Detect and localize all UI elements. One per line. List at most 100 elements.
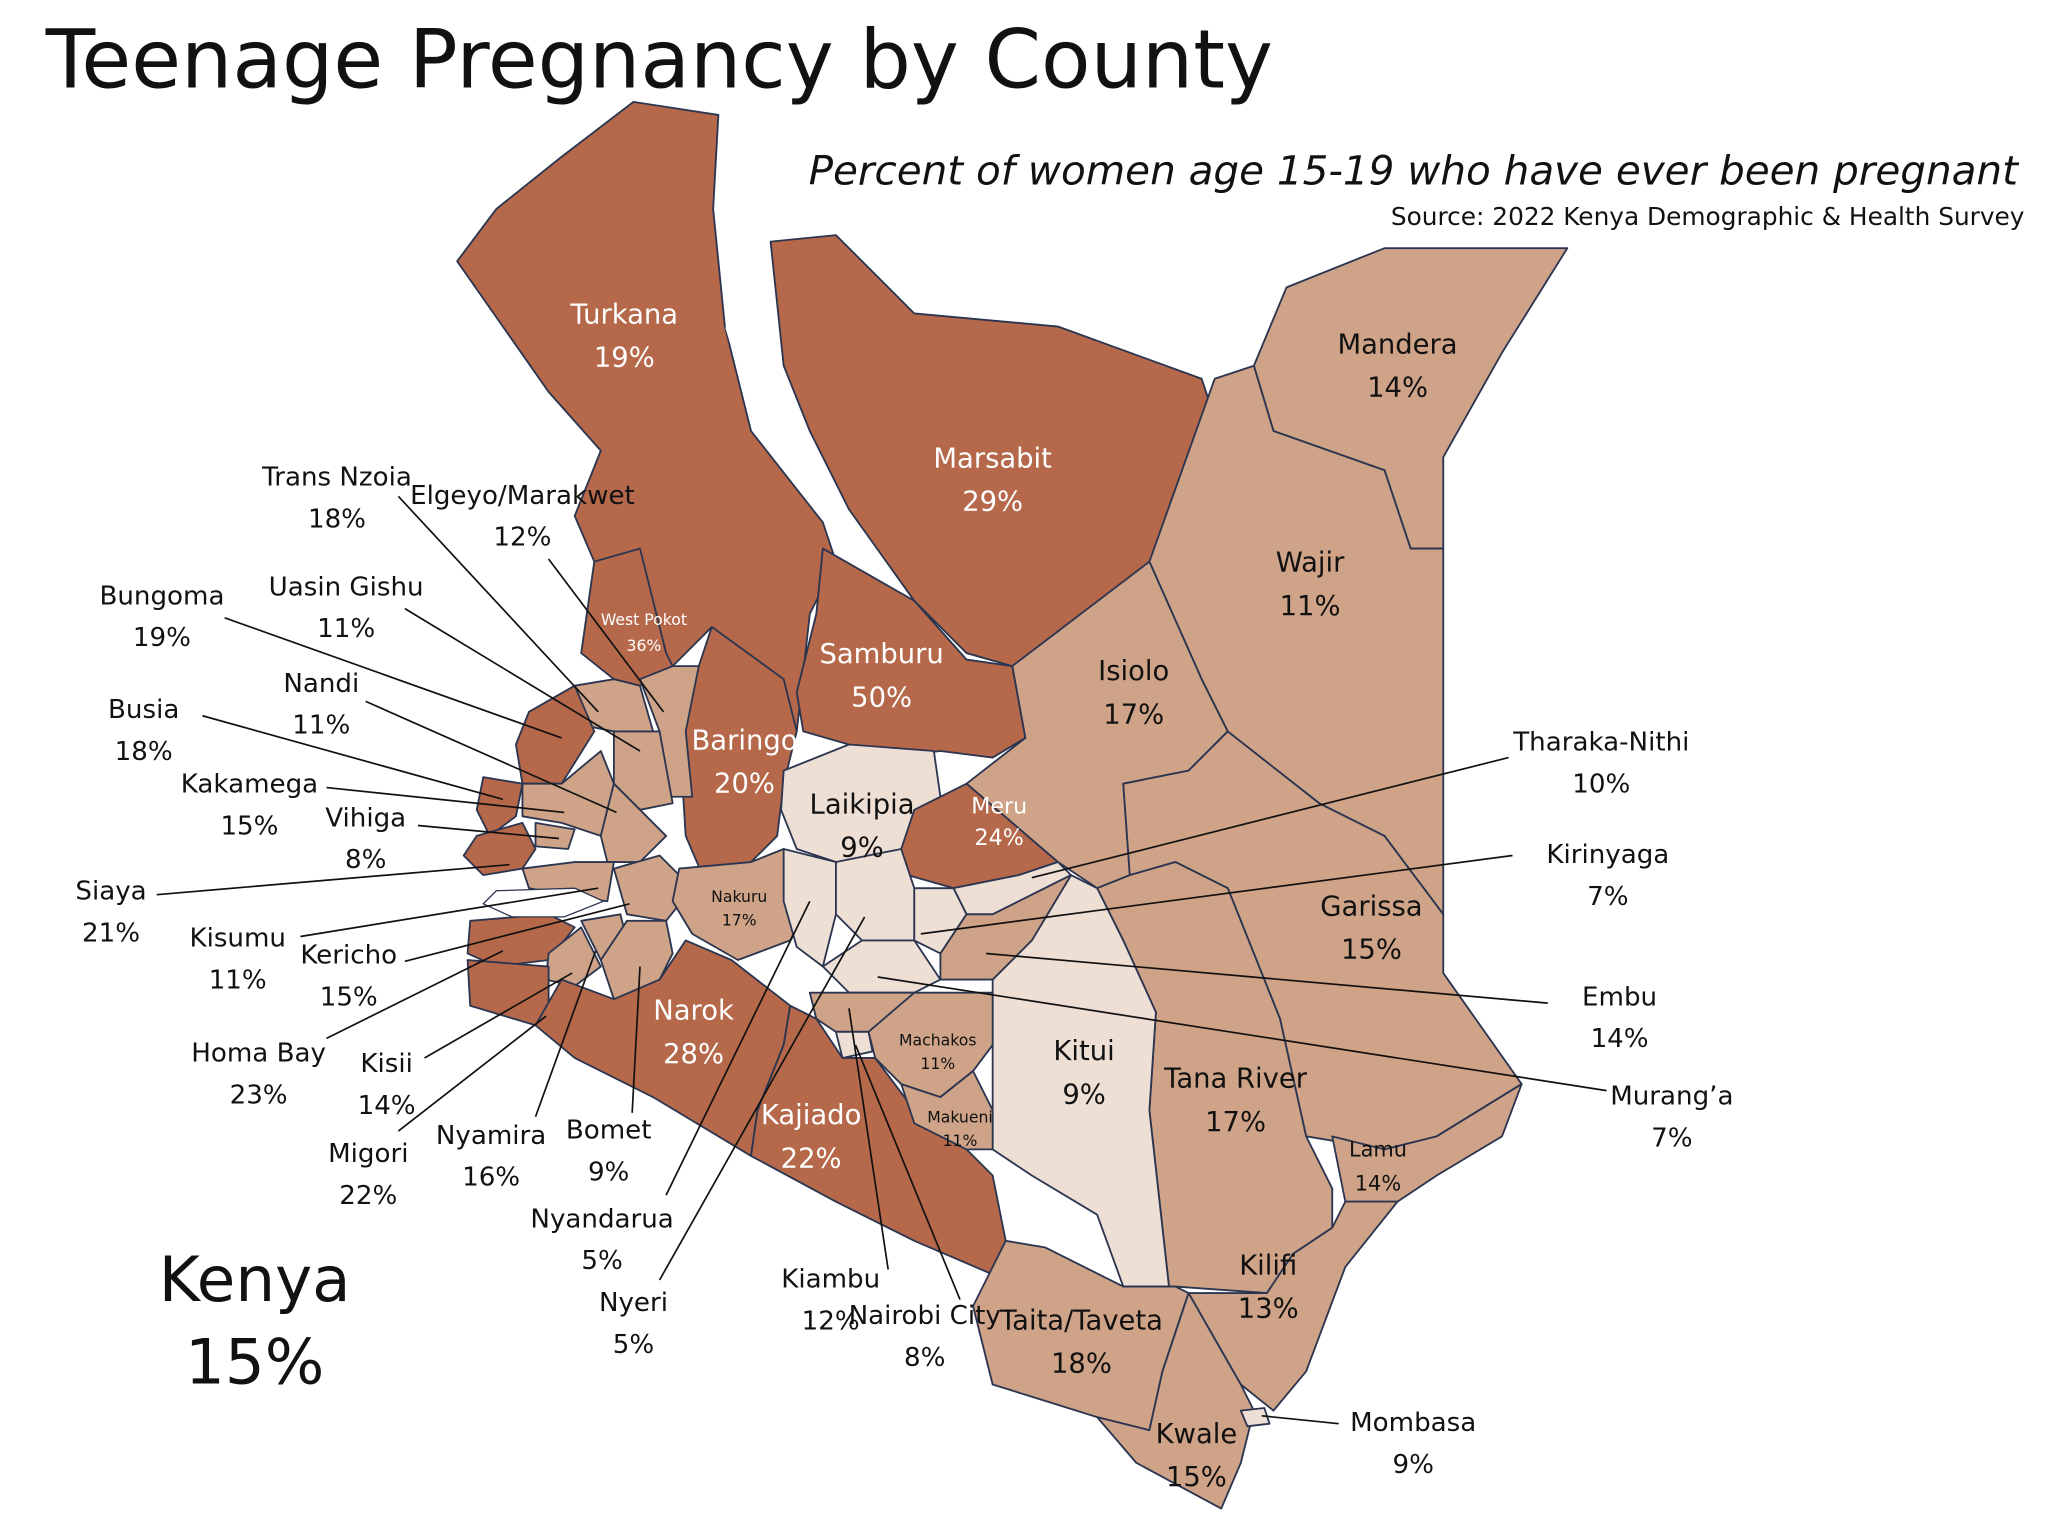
county-region — [475, 776, 524, 837]
leader-line — [156, 863, 510, 896]
county-region — [534, 821, 576, 850]
county-name: Embu — [1582, 982, 1657, 1012]
leader-line — [920, 854, 1513, 935]
county-value: 29% — [962, 486, 1023, 517]
leader-line — [547, 558, 665, 713]
leader-line — [877, 976, 1607, 1092]
county-name: Makueni — [927, 1108, 993, 1127]
source: Source: 2022 Kenya Demographic & Health … — [1391, 202, 2025, 231]
county-name: Uasin Gishu — [269, 572, 424, 602]
county-value: 15% — [1166, 1462, 1227, 1493]
county-value: 11% — [292, 711, 350, 741]
leader-line — [424, 972, 573, 1059]
leader-line — [224, 616, 562, 739]
county-region — [782, 848, 837, 968]
county-value: 11% — [943, 1131, 978, 1150]
title: Teenage Pregnancy by County — [45, 13, 1273, 107]
county-region — [991, 874, 1170, 1288]
label-layer: Turkana 19% Marsabit 29% Mandera 14% Wajir 11% I… — [75, 300, 1733, 1493]
county-name: Kwale — [1156, 1419, 1238, 1450]
county-name: Homa Bay — [191, 1039, 326, 1069]
county-value: 11% — [920, 1054, 955, 1073]
county-value: 15% — [220, 811, 278, 841]
county-name: Nyamira — [436, 1121, 546, 1151]
county-name: Elgeyo/Marakwet — [410, 481, 635, 511]
county-name: Kilifi — [1239, 1250, 1297, 1281]
county-name: Kisii — [360, 1049, 413, 1079]
county-value: 9% — [1062, 1079, 1105, 1110]
county-name: Bungoma — [99, 581, 224, 611]
county-value: 5% — [581, 1246, 622, 1276]
leader-line — [665, 900, 811, 1196]
county-name: Taita/Taveta — [999, 1305, 1163, 1336]
county-name: Migori — [328, 1139, 408, 1169]
county-region — [1187, 1200, 1399, 1412]
leader-line — [300, 887, 599, 938]
county-name: Kakamega — [181, 769, 318, 799]
county-value: 8% — [345, 845, 386, 875]
county-region — [1239, 1407, 1271, 1428]
leader-line — [854, 1044, 961, 1300]
county-name: Kitui — [1053, 1036, 1114, 1067]
county-value: 8% — [904, 1343, 945, 1373]
county-name: Narok — [653, 996, 734, 1027]
county-name: Trans Nzoia — [261, 463, 412, 493]
county-name: Machakos — [899, 1030, 976, 1049]
county-name: Lamu — [1349, 1138, 1407, 1162]
county-name: Meru — [971, 794, 1027, 820]
county-value: 10% — [1572, 769, 1630, 799]
county-name: Kisumu — [189, 924, 286, 954]
county-value: 14% — [1591, 1024, 1649, 1054]
county-value: 24% — [975, 825, 1024, 851]
county-region — [795, 547, 1027, 759]
county-value: 19% — [133, 623, 191, 653]
county-name: Nairobi City — [849, 1301, 1001, 1331]
county-value: 22% — [781, 1143, 842, 1174]
county-name: Baringo — [691, 725, 797, 756]
county-value: 5% — [613, 1330, 654, 1360]
leader-line — [534, 950, 597, 1118]
county-name: Laikipia — [810, 789, 915, 820]
county-name: Bomet — [566, 1116, 652, 1146]
leader-line — [365, 700, 617, 814]
county-value: 12% — [493, 523, 551, 553]
county-name: Kiambu — [781, 1265, 880, 1295]
leader-line — [986, 952, 1548, 1004]
leader-line — [202, 714, 504, 801]
leader-line — [417, 824, 560, 840]
county-value: 17% — [722, 910, 757, 929]
county-name: Turkana — [570, 300, 679, 331]
county-name: Mombasa — [1350, 1408, 1476, 1438]
county-value: 22% — [339, 1181, 397, 1211]
leader-line — [848, 1008, 890, 1270]
leader-line — [404, 607, 641, 752]
county-name: Samburu — [819, 639, 943, 670]
county-name: Busia — [108, 695, 179, 725]
county-name: Nyandarua — [530, 1204, 673, 1234]
county-value: 9% — [840, 832, 883, 863]
subtitle: Percent of women age 15-19 who have ever… — [809, 147, 2021, 195]
county-value: 19% — [594, 343, 655, 374]
county-value: 11% — [1280, 591, 1341, 622]
county-region — [939, 874, 1072, 981]
county-value: 36% — [627, 636, 662, 655]
county-value: 16% — [462, 1163, 520, 1193]
county-value: 9% — [588, 1157, 629, 1187]
county-value: 14% — [1355, 1172, 1401, 1196]
county-name: Siaya — [75, 877, 146, 907]
county-name: Nandi — [283, 669, 359, 699]
county-value: 28% — [663, 1039, 724, 1070]
county-value: 50% — [851, 682, 912, 713]
county-name: Isiolo — [1098, 656, 1169, 687]
county-region — [900, 1070, 994, 1151]
leader-line — [326, 786, 565, 814]
county-name: Tana River — [1163, 1064, 1308, 1095]
county-value: 9% — [1393, 1450, 1434, 1480]
county-value: 11% — [317, 614, 375, 644]
national-name: Kenya — [159, 1243, 351, 1316]
county-region — [456, 100, 837, 733]
county-value: 11% — [209, 965, 267, 995]
county-value: 18% — [1051, 1348, 1112, 1379]
county-name: Tharaka-Nithi — [1512, 728, 1689, 758]
